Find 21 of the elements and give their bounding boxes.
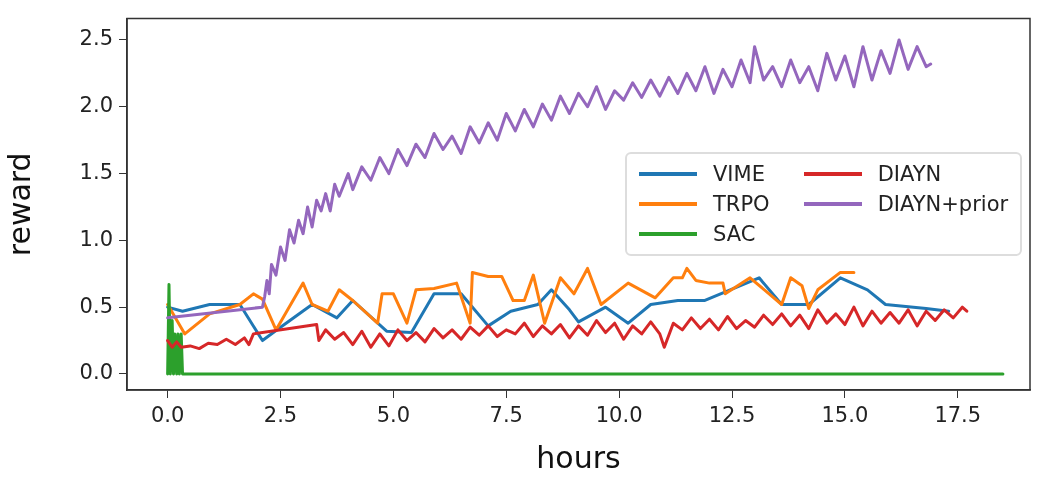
y-tick-label: 1.5: [79, 160, 113, 185]
x-tick-label: 10.0: [595, 403, 643, 428]
y-tick-label: 0.0: [79, 360, 113, 385]
x-tick-label: 2.5: [263, 403, 298, 428]
x-tick-label: 5.0: [376, 403, 411, 428]
y-tick-label: 0.5: [79, 293, 113, 318]
x-tick-label: 7.5: [489, 403, 523, 428]
y-axis-title: reward: [1, 152, 37, 257]
x-tick-label: 17.5: [934, 403, 982, 428]
legend-label: SAC: [713, 222, 756, 247]
legend-label: DIAYN: [877, 162, 942, 187]
x-tick-label: 0.0: [150, 403, 185, 428]
x-axis-title: hours: [536, 439, 621, 475]
legend-label: TRPO: [713, 192, 770, 217]
x-tick-label: 12.5: [708, 403, 756, 428]
y-tick-label: 2.5: [79, 26, 113, 51]
legend-label: DIAYN+prior: [877, 192, 1009, 217]
y-tick-label: 1.0: [79, 226, 113, 251]
x-tick-label: 15.0: [821, 403, 869, 428]
legend-label: VIME: [713, 162, 765, 187]
y-tick-label: 2.0: [79, 93, 113, 118]
